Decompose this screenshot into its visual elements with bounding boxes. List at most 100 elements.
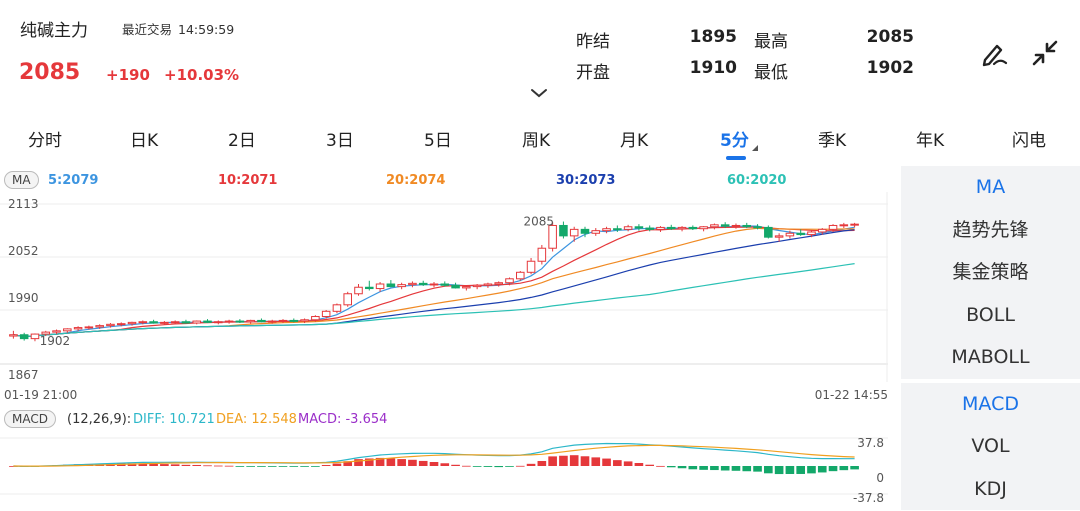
macd-bar bbox=[677, 466, 687, 469]
macd-bar bbox=[537, 460, 547, 466]
macd-bar bbox=[839, 466, 849, 471]
candlestick-chart[interactable]: 2113 2052 1990 1867 01-19 21:00 01-22 14… bbox=[0, 192, 900, 407]
macd-bar bbox=[505, 466, 514, 467]
candle bbox=[699, 226, 708, 230]
macd-legend: MACD (12,26,9): DIFF: 10.721 DEA: 12.548… bbox=[0, 408, 900, 432]
indicator-maboll[interactable]: MABOLL bbox=[951, 346, 1030, 368]
tab-quarterly[interactable]: 季K bbox=[818, 131, 847, 151]
tab-weekly[interactable]: 周K bbox=[522, 131, 551, 151]
macd-bar bbox=[731, 466, 741, 471]
candle bbox=[753, 226, 762, 229]
candle bbox=[645, 227, 654, 230]
candle bbox=[656, 226, 665, 230]
tab-5day[interactable]: 5日 bbox=[424, 131, 452, 151]
macd-histogram bbox=[9, 455, 859, 475]
ma-indicator-badge[interactable]: MA bbox=[4, 171, 39, 189]
candle bbox=[300, 319, 309, 322]
indicator-fund-strategy[interactable]: 集金策略 bbox=[952, 261, 1029, 283]
candle bbox=[63, 328, 72, 332]
indicator-macd[interactable]: MACD bbox=[962, 392, 1019, 415]
draw-pen-icon[interactable] bbox=[976, 36, 1010, 70]
last-trade-time: 14:59:59 bbox=[178, 22, 235, 37]
macd-axis-top: 37.8 bbox=[857, 436, 884, 450]
sub-indicator-list: MACD VOL KDJ bbox=[901, 382, 1080, 510]
ma-lines bbox=[13, 225, 855, 338]
tab-monthly[interactable]: 月K bbox=[620, 131, 649, 151]
macd-bar bbox=[753, 466, 762, 472]
macd-bar bbox=[386, 458, 396, 466]
candle bbox=[666, 226, 676, 230]
macd-params: (12,26,9): bbox=[67, 412, 132, 427]
candle bbox=[559, 224, 568, 237]
prev-settle-label: 昨结 bbox=[576, 32, 610, 52]
candle bbox=[321, 310, 331, 318]
macd-bar bbox=[170, 464, 180, 466]
active-tab-indicator bbox=[726, 156, 746, 160]
tab-5min[interactable]: 5分 bbox=[720, 131, 749, 151]
candle bbox=[569, 228, 579, 237]
last-trade-info: 最近交易 14:59:59 bbox=[122, 19, 234, 38]
macd-bar bbox=[213, 465, 223, 467]
macd-bar bbox=[267, 466, 277, 467]
tab-timeshare[interactable]: 分时 bbox=[28, 131, 62, 151]
indicator-boll[interactable]: BOLL bbox=[966, 303, 1015, 326]
candle bbox=[731, 224, 741, 227]
macd-bar bbox=[742, 466, 752, 472]
macd-chart[interactable]: 37.8 0 -37.8 bbox=[0, 432, 900, 511]
macd-bar bbox=[364, 458, 374, 466]
macd-bar bbox=[623, 461, 633, 466]
macd-bar bbox=[807, 466, 816, 474]
candle bbox=[149, 321, 158, 324]
macd-lines bbox=[13, 442, 855, 468]
candle bbox=[246, 319, 255, 323]
tab-dropdown-triangle-icon[interactable] bbox=[752, 145, 758, 151]
instrument-name: 纯碱主力 bbox=[20, 21, 88, 41]
candle bbox=[828, 224, 838, 230]
collapse-arrows-icon[interactable] bbox=[1028, 36, 1062, 70]
candle bbox=[30, 333, 40, 340]
tab-yearly[interactable]: 年K bbox=[916, 131, 945, 151]
macd-bar bbox=[710, 466, 719, 471]
candle bbox=[580, 228, 590, 234]
macd-axis-zero: 0 bbox=[876, 471, 884, 485]
ma60-value: 60:2020 bbox=[727, 173, 787, 188]
min-price-marker: 1902 bbox=[40, 334, 71, 348]
indicator-vol[interactable]: VOL bbox=[971, 435, 1010, 457]
macd-bar bbox=[699, 466, 708, 470]
macd-value: MACD: -3.654 bbox=[298, 412, 388, 427]
candle bbox=[418, 282, 428, 286]
ma10-value: 10:2071 bbox=[218, 173, 278, 188]
chevron-down-icon[interactable] bbox=[530, 88, 548, 98]
candle bbox=[116, 323, 126, 326]
main-indicator-list: MA 趋势先锋 集金策略 BOLL MABOLL bbox=[901, 166, 1080, 379]
tab-3day[interactable]: 3日 bbox=[326, 131, 354, 151]
indicator-ma[interactable]: MA bbox=[975, 176, 1006, 198]
candle bbox=[289, 319, 299, 322]
tab-flash[interactable]: 闪电 bbox=[1012, 131, 1046, 151]
tab-daily[interactable]: 日K bbox=[130, 131, 159, 151]
candle bbox=[634, 226, 644, 229]
low-value: 1902 bbox=[866, 58, 914, 78]
candle bbox=[138, 321, 148, 324]
candle bbox=[354, 286, 363, 295]
last-price: 2085 bbox=[19, 60, 81, 85]
tab-2day[interactable]: 2日 bbox=[228, 131, 256, 151]
candle bbox=[375, 283, 385, 290]
ma5-value: 5:2079 bbox=[48, 173, 99, 188]
macd-bar bbox=[257, 466, 266, 467]
macd-indicator-badge[interactable]: MACD bbox=[4, 410, 56, 428]
indicator-kdj[interactable]: KDJ bbox=[974, 477, 1007, 500]
candles-group bbox=[9, 221, 859, 342]
macd-bar bbox=[181, 464, 191, 466]
macd-bar bbox=[785, 466, 795, 474]
candle bbox=[235, 320, 245, 323]
macd-bar bbox=[515, 465, 525, 467]
candle bbox=[127, 321, 137, 325]
candle bbox=[84, 326, 94, 329]
candle bbox=[9, 334, 18, 337]
candle bbox=[19, 334, 29, 340]
indicator-trend-pioneer[interactable]: 趋势先锋 bbox=[952, 218, 1029, 241]
y-tick-1867: 1867 bbox=[8, 368, 39, 382]
y-tick-1990: 1990 bbox=[8, 291, 39, 305]
candle bbox=[764, 226, 773, 238]
